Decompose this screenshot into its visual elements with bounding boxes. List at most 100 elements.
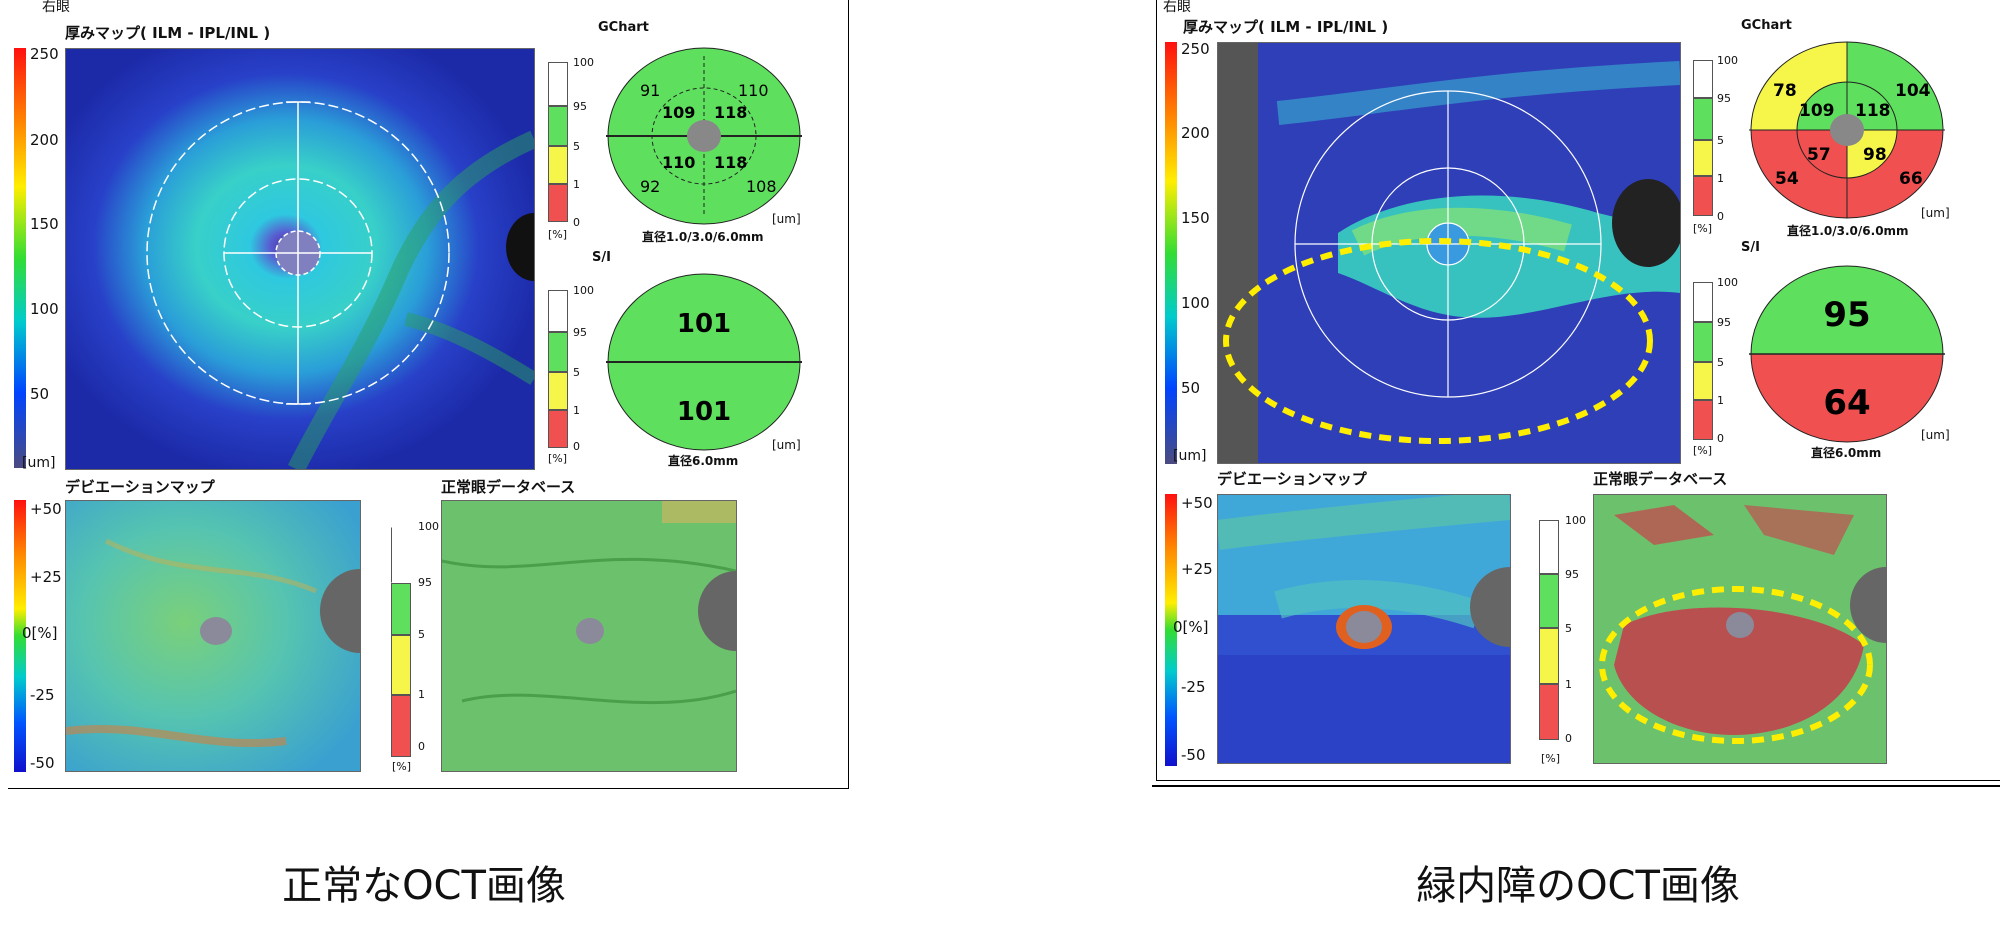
gchart-value: 57	[1807, 145, 1831, 165]
normal-caption: 正常なOCT画像	[282, 863, 566, 909]
scale-tick: 250	[1181, 40, 1210, 58]
pct-tick: 100	[418, 520, 439, 533]
eye-label: 右眼	[1159, 0, 1195, 16]
pct-tick: 100	[573, 284, 594, 297]
si-title: S/I	[592, 250, 611, 265]
gchart-unit: [um]	[772, 212, 801, 226]
deviation-map-image	[1217, 494, 1511, 764]
scale-tick: 200	[1181, 124, 1210, 142]
scale-tick: 250	[30, 45, 59, 63]
gchart-percentile-legend	[548, 62, 568, 222]
gchart-title: GChart	[1741, 18, 1792, 33]
pct-tick: 100	[1565, 514, 1586, 527]
gchart-percentile-legend	[1693, 60, 1713, 216]
gchart-value: 110	[738, 81, 769, 100]
scale-tick: 0[%]	[1173, 618, 1209, 636]
pct-tick: 1	[1717, 394, 1724, 407]
scale-tick: -25	[30, 686, 55, 704]
pct-tick: 95	[1565, 568, 1579, 581]
gchart-value: 66	[1899, 169, 1923, 189]
scale-tick: 200	[30, 131, 59, 149]
pct-tick: 5	[573, 140, 580, 153]
si-superior-value: 101	[677, 309, 731, 339]
gchart-value: 109	[662, 103, 695, 122]
pct-unit: [%]	[392, 760, 412, 773]
gchart-value: 54	[1775, 169, 1799, 189]
pct-tick: 100	[1717, 54, 1738, 67]
si-caption: 直径6.0mm	[1811, 446, 1882, 460]
pct-tick: 0	[1565, 732, 1572, 745]
pct-tick: 95	[573, 100, 587, 113]
gchart-value: 118	[1855, 101, 1891, 121]
gchart-unit: [um]	[1921, 206, 1950, 220]
thickness-map-image	[1217, 42, 1681, 464]
pct-tick: 95	[1717, 92, 1731, 105]
gchart-value: 109	[1799, 101, 1835, 121]
scale-tick: 150	[1181, 209, 1210, 227]
scale-unit: [um]	[22, 455, 56, 471]
scale-tick: 50	[1181, 379, 1201, 397]
gchart-value: 92	[640, 177, 660, 196]
normative-db-map-image	[1593, 494, 1887, 764]
deviation-map-title: デビエーションマップ	[65, 478, 215, 496]
scale-tick: +25	[30, 568, 62, 586]
scale-tick: -50	[30, 754, 55, 772]
pct-tick: 0	[1717, 210, 1724, 223]
normative-db-title: 正常眼データベース	[441, 478, 576, 496]
gchart-title: GChart	[598, 20, 649, 35]
pct-tick: 1	[573, 178, 580, 191]
si-unit: [um]	[772, 438, 801, 452]
pct-tick: 5	[573, 366, 580, 379]
pct-tick: 100	[1717, 276, 1738, 289]
pct-tick: 5	[1717, 134, 1724, 147]
pct-tick: 0	[573, 216, 580, 229]
si-inferior-value: 101	[677, 397, 731, 427]
thickness-map-title: 厚みマップ( ILM - IPL/INL )	[1183, 18, 1389, 36]
scale-tick: 0[%]	[22, 624, 58, 642]
glaucoma-caption: 緑内障のOCT画像	[1416, 863, 1740, 909]
pct-unit: [%]	[1693, 444, 1713, 457]
deviation-color-scale	[14, 500, 26, 772]
si-circle: 101 101	[606, 273, 802, 451]
deviation-color-scale	[1165, 494, 1177, 766]
pct-tick: 95	[1717, 316, 1731, 329]
deviation-map-image	[65, 500, 361, 772]
normal-oct-report: 右眼 厚みマップ( ILM - IPL/INL ) 250 200 150 10…	[8, 0, 849, 789]
gchart-circle: 78 104 109 118 57 98 54 66	[1749, 41, 1945, 219]
pct-tick: 5	[1717, 356, 1724, 369]
scale-tick: -25	[1181, 678, 1206, 696]
eye-label: 右眼	[38, 0, 74, 16]
gchart-value: 118	[714, 153, 747, 172]
gchart-value: 98	[1863, 145, 1887, 165]
thickness-map-image	[65, 48, 535, 470]
scale-tick: +25	[1181, 560, 1213, 578]
gchart-value: 91	[640, 81, 660, 100]
pct-tick: 0	[418, 740, 425, 753]
si-percentile-legend	[1693, 282, 1713, 440]
pct-tick: 0	[1717, 432, 1724, 445]
si-unit: [um]	[1921, 428, 1950, 442]
pct-tick: 0	[573, 440, 580, 453]
normative-percentile-legend	[391, 527, 411, 757]
divider	[1152, 785, 2000, 787]
scale-tick: 100	[1181, 294, 1210, 312]
gchart-value: 110	[662, 153, 695, 172]
pct-tick: 95	[418, 576, 432, 589]
si-inferior-value: 64	[1823, 383, 1870, 423]
glaucoma-oct-report: 右眼 厚みマップ( ILM - IPL/INL ) 250 200 150 10…	[1156, 0, 2000, 781]
pct-tick: 1	[1565, 678, 1572, 691]
pct-tick: 5	[418, 628, 425, 641]
si-caption: 直径6.0mm	[668, 454, 739, 468]
scale-unit: [um]	[1173, 448, 1207, 464]
pct-tick: 1	[573, 404, 580, 417]
gchart-value: 104	[1895, 81, 1931, 101]
scale-tick: -50	[1181, 746, 1206, 764]
gchart-caption: 直径1.0/3.0/6.0mm	[1787, 224, 1909, 238]
scale-tick: +50	[30, 500, 62, 518]
normative-db-map-image	[441, 500, 737, 772]
thickness-map-title: 厚みマップ( ILM - IPL/INL )	[65, 24, 271, 42]
pct-unit: [%]	[548, 452, 568, 465]
scale-tick: 150	[30, 215, 59, 233]
gchart-caption: 直径1.0/3.0/6.0mm	[642, 230, 764, 244]
deviation-map-title: デビエーションマップ	[1217, 470, 1367, 488]
